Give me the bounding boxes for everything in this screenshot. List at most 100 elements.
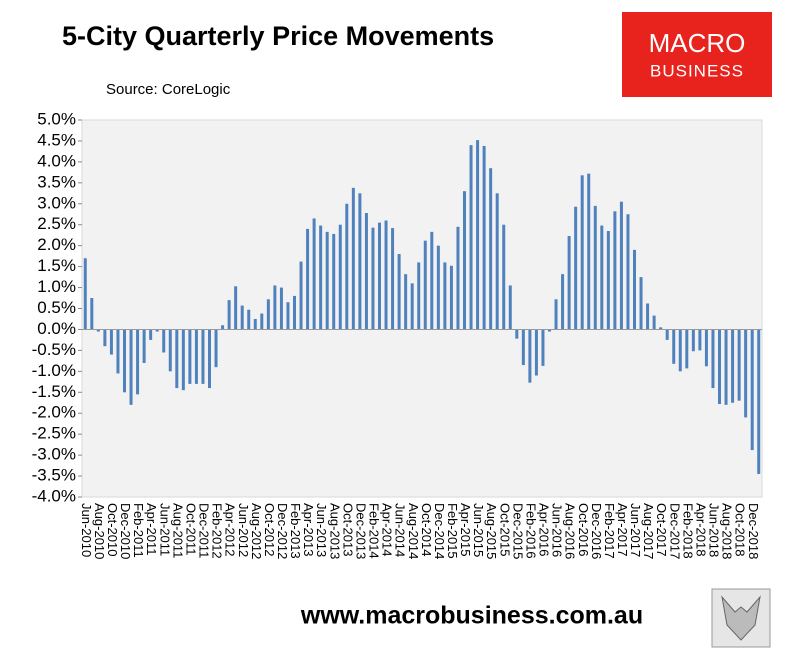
y-tick-label: 4.0% — [37, 151, 76, 170]
plot-area — [81, 119, 763, 498]
y-tick-label: -3.0% — [32, 445, 76, 464]
bar — [194, 329, 198, 384]
bar — [698, 329, 702, 351]
bar — [338, 224, 342, 330]
bar — [718, 329, 721, 405]
bar — [293, 295, 296, 330]
y-tick-label: 0.0% — [37, 319, 76, 338]
x-tick-label: Dec-2011 — [197, 503, 212, 558]
bar — [652, 315, 656, 330]
x-tick-label: Feb-2013 — [288, 503, 303, 559]
bar — [410, 283, 414, 330]
y-tick-label: -1.5% — [32, 382, 76, 401]
y-tick-label: -3.5% — [32, 466, 76, 485]
x-tick-label: Oct-2012 — [262, 503, 277, 556]
x-tick-label: Oct-2016 — [576, 503, 591, 556]
bar — [626, 214, 630, 330]
bar — [168, 329, 172, 372]
bar — [587, 173, 591, 330]
bar — [561, 274, 565, 330]
x-tick-label: Dec-2012 — [275, 503, 290, 559]
bar — [495, 193, 499, 330]
x-tick-label: Feb-2017 — [602, 503, 617, 559]
bar — [371, 227, 375, 330]
x-tick-label: Oct-2017 — [654, 503, 669, 556]
y-tick-label: -0.5% — [32, 340, 76, 359]
logo-box — [622, 12, 772, 97]
x-tick-label: Aug-2011 — [170, 503, 185, 558]
bar — [463, 191, 466, 330]
x-tick-label: Dec-2010 — [118, 503, 133, 559]
bar — [508, 285, 512, 330]
bar — [384, 220, 388, 330]
bar — [659, 327, 663, 330]
x-tick-label: Apr-2014 — [380, 503, 395, 556]
x-tick-label: Feb-2014 — [367, 503, 382, 559]
bar — [580, 175, 584, 330]
bar — [253, 318, 257, 330]
bar — [534, 329, 538, 376]
y-tick-label: -2.5% — [32, 424, 76, 443]
bar — [665, 329, 669, 340]
bar — [757, 329, 761, 474]
bar — [83, 258, 87, 330]
bar — [332, 233, 336, 330]
bar — [456, 226, 460, 330]
bar — [476, 140, 480, 330]
x-tick-label: Jun-2014 — [393, 503, 408, 557]
bar — [103, 329, 107, 347]
bar — [378, 222, 381, 330]
x-tick-label: Apr-2018 — [693, 503, 708, 556]
bar — [358, 193, 362, 330]
bar — [613, 211, 617, 330]
bar — [685, 329, 689, 369]
x-tick-label: Jun-2017 — [628, 503, 643, 557]
bar — [279, 287, 283, 330]
bar — [404, 274, 408, 330]
x-tick-label: Apr-2016 — [537, 503, 552, 556]
x-tick-label: Jun-2012 — [236, 503, 251, 557]
y-tick-label: 1.5% — [37, 256, 76, 275]
bar — [96, 329, 100, 332]
bar — [678, 329, 682, 372]
y-tick-label: 2.0% — [37, 235, 76, 254]
y-tick-label: 3.0% — [37, 193, 76, 212]
bar — [430, 231, 434, 330]
bar — [162, 329, 166, 353]
bar — [109, 329, 113, 355]
y-tick-label: 4.5% — [37, 130, 76, 149]
bar — [181, 329, 185, 391]
bar — [155, 329, 159, 332]
bar — [417, 262, 421, 330]
bar — [214, 329, 218, 368]
bar — [319, 225, 323, 330]
bar — [633, 249, 636, 330]
bar — [646, 303, 650, 330]
bar — [325, 231, 329, 330]
bar — [247, 309, 251, 330]
bar — [312, 218, 316, 330]
bar — [436, 245, 440, 330]
x-tick-label: Feb-2018 — [680, 503, 695, 559]
x-tick-label: Feb-2015 — [445, 503, 460, 559]
bar — [744, 329, 748, 418]
x-tick-label: Dec-2014 — [432, 503, 447, 559]
logo-text: MACRO — [649, 28, 746, 58]
bar — [136, 329, 140, 395]
logo-text: BUSINESS — [650, 61, 744, 80]
bar — [208, 329, 211, 389]
bar — [116, 329, 120, 374]
x-tick-label: Dec-2018 — [746, 503, 761, 559]
bar — [449, 265, 453, 330]
bar — [286, 302, 290, 330]
x-tick-label: Apr-2017 — [615, 503, 630, 556]
bar — [345, 203, 349, 330]
x-tick-label: Dec-2016 — [589, 503, 604, 559]
bar — [574, 206, 578, 330]
bar — [469, 145, 473, 330]
x-tick-label: Jun-2010 — [79, 503, 94, 557]
x-tick-label: Oct-2011 — [183, 503, 198, 556]
bar — [260, 313, 264, 330]
bar — [364, 212, 368, 330]
